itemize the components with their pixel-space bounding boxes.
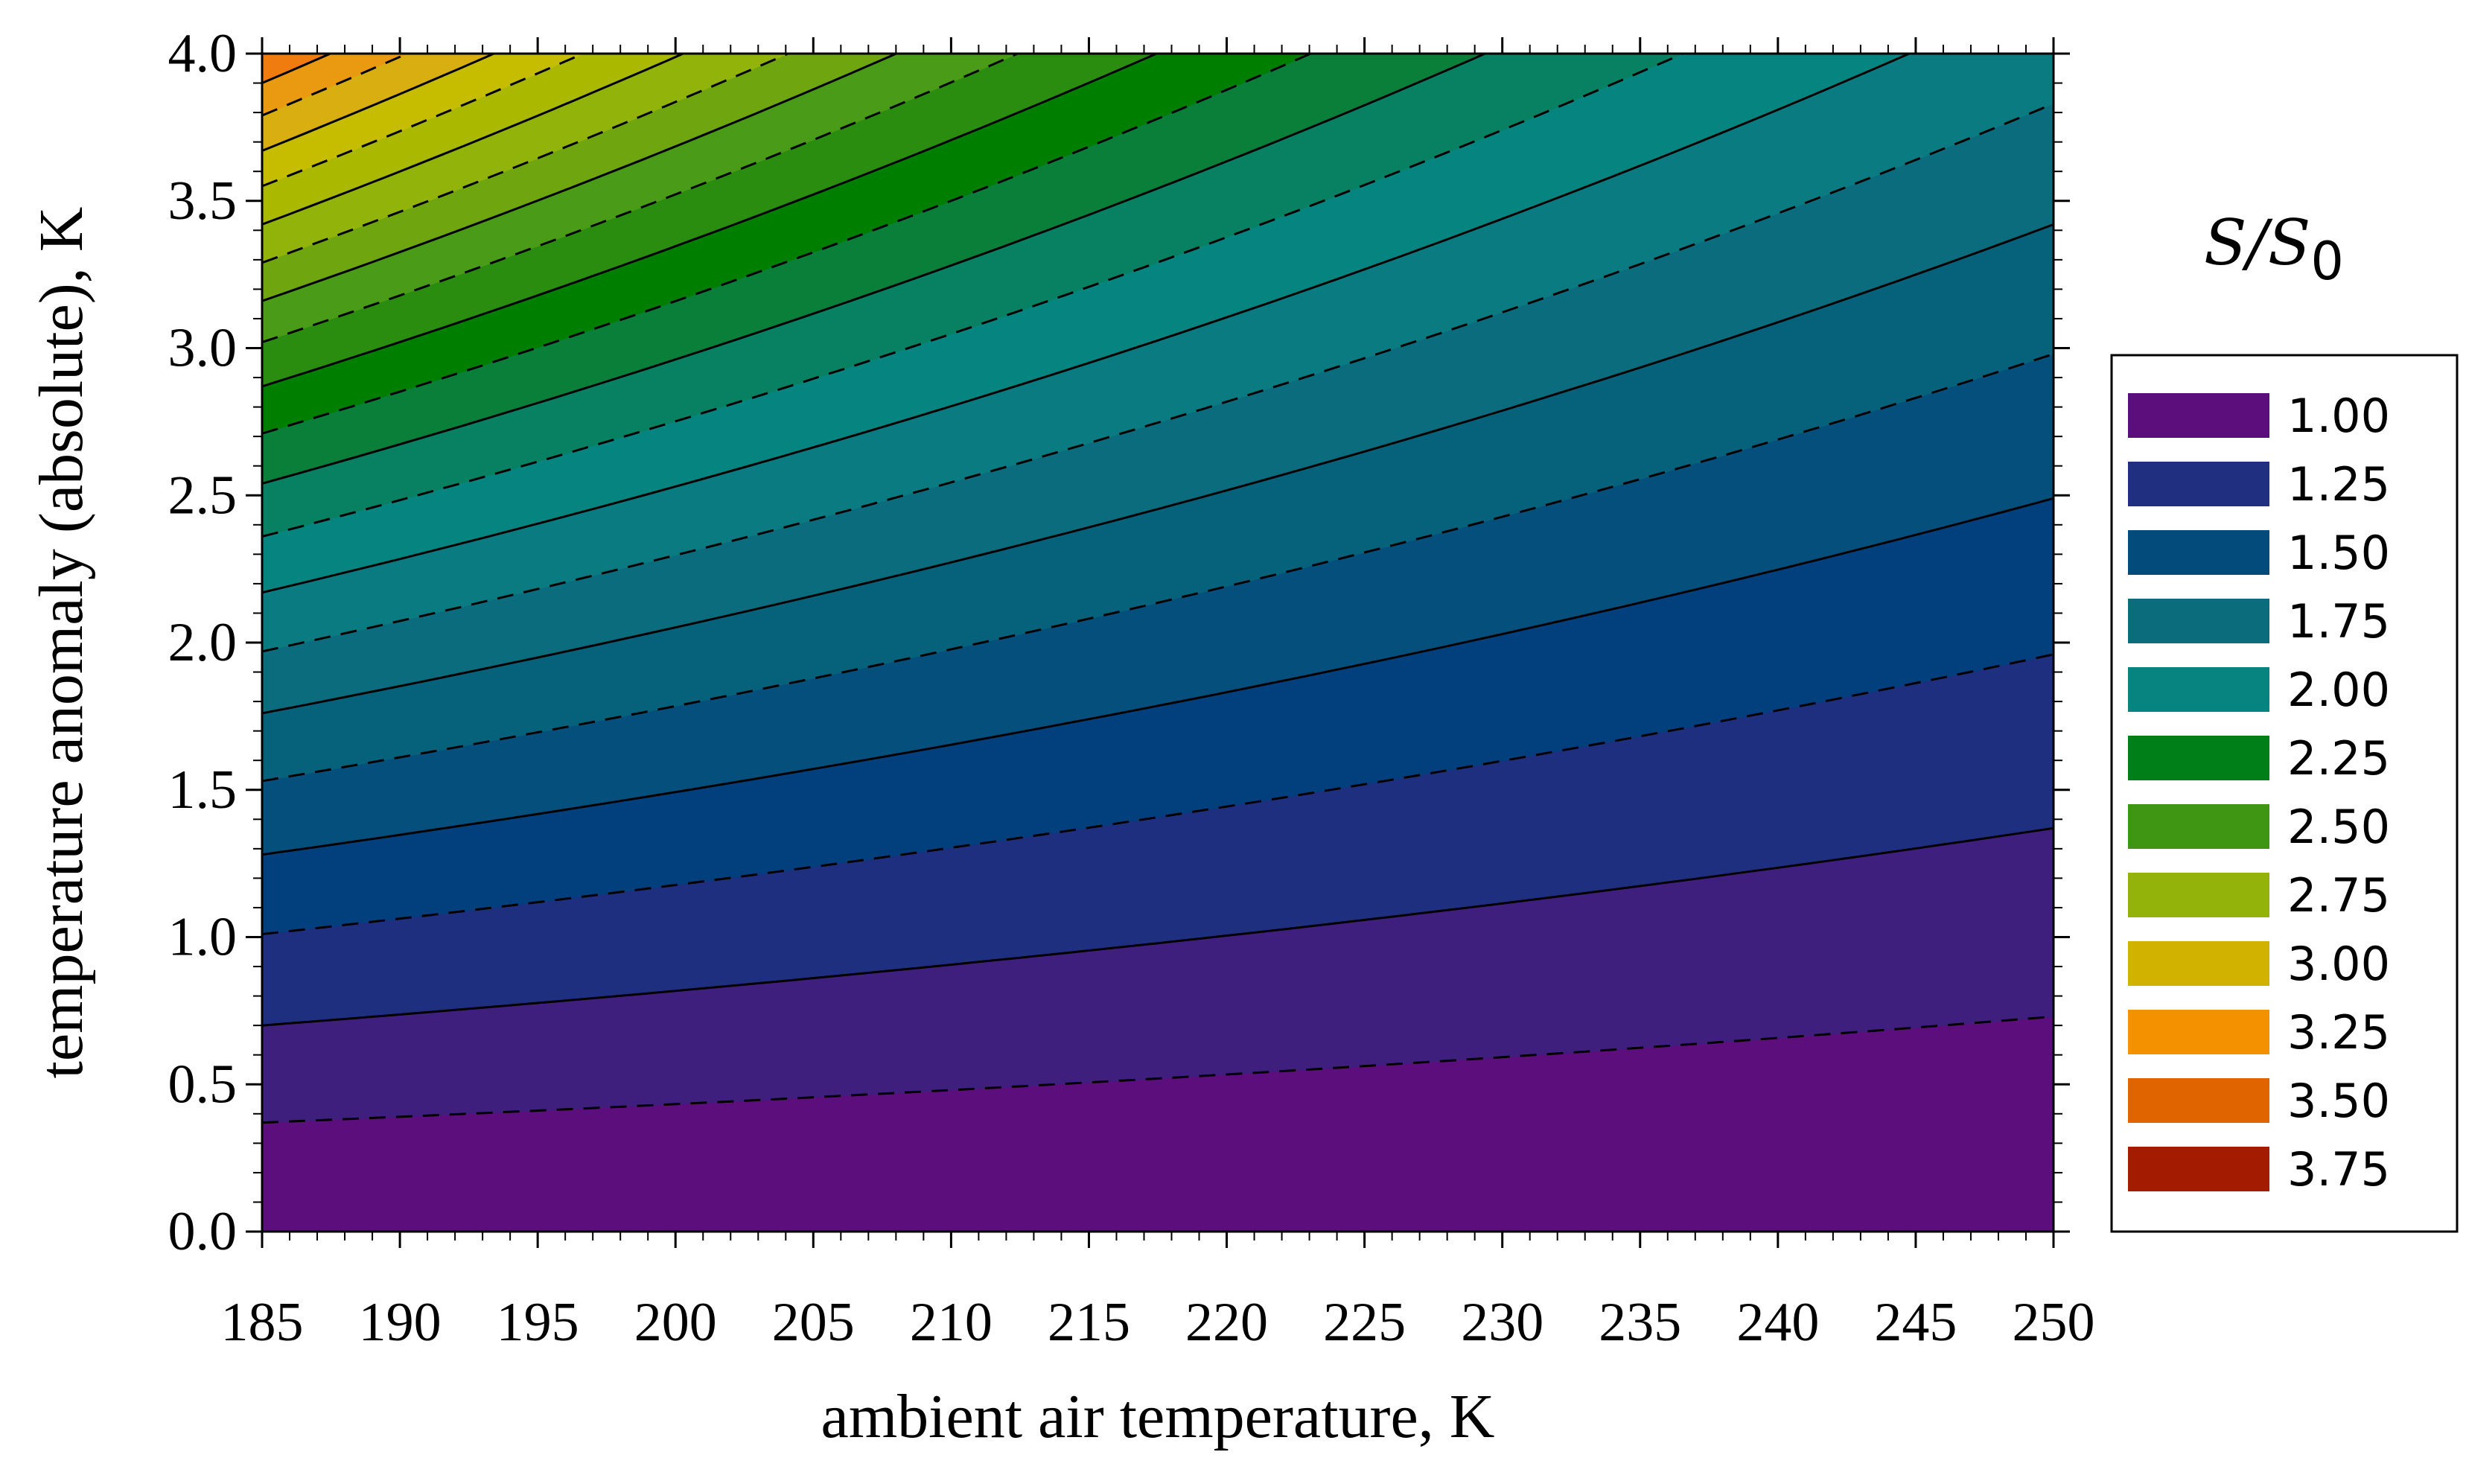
legend-label: 3.25 — [2287, 1005, 2390, 1060]
legend-label: 2.25 — [2287, 731, 2390, 786]
legend-swatch — [2128, 804, 2269, 849]
contour-line — [262, 54, 686, 226]
legend-label: 2.50 — [2287, 800, 2390, 854]
contour-line — [262, 54, 1913, 594]
y-tick-label: 3.0 — [168, 318, 238, 379]
legend-swatch — [2128, 599, 2269, 643]
contour-band — [262, 54, 684, 225]
x-tick-label: 200 — [634, 1292, 717, 1353]
x-tick-label: 230 — [1461, 1292, 1543, 1353]
legend-swatch — [2128, 941, 2269, 986]
y-axis-title: temperature anomaly (absolute), K — [27, 207, 96, 1079]
x-tick-label: 195 — [497, 1292, 579, 1353]
legend-label: 2.00 — [2287, 663, 2390, 717]
contour-line — [262, 653, 2054, 935]
contour-line — [262, 54, 899, 302]
y-tick-label: 0.5 — [168, 1054, 238, 1115]
contour-line — [262, 54, 1488, 485]
legend-swatch — [2128, 873, 2269, 917]
contour-line — [262, 497, 2054, 856]
y-tick-label: 2.0 — [168, 612, 238, 673]
legend-swatch — [2128, 1147, 2269, 1191]
contour-line — [262, 54, 1160, 388]
legend-items: 1.00 1.25 1.50 1.75 2.00 2.25 2.50 2.75 3.00 3.25… — [2128, 389, 2390, 1197]
y-tick-label: 4.0 — [168, 23, 238, 84]
legend-label: 3.50 — [2287, 1074, 2390, 1128]
y-tick-label: 3.5 — [168, 171, 238, 232]
legend-swatch — [2128, 1010, 2269, 1054]
contour-line — [262, 827, 2054, 1027]
x-tick-label: 210 — [910, 1292, 993, 1353]
x-axis-title: ambient air temperature, K — [821, 1382, 1495, 1451]
x-tick-label: 225 — [1323, 1292, 1406, 1353]
legend-swatch — [2128, 530, 2269, 575]
legend-title-main: S/S — [2204, 206, 2310, 279]
contour-bands — [262, 54, 2054, 1232]
contour-line — [262, 54, 1314, 435]
legend-title-sub: 0 — [2310, 231, 2344, 292]
x-tick-label: 215 — [1048, 1292, 1130, 1353]
x-tick-label: 235 — [1599, 1292, 1681, 1353]
x-tick-label: 205 — [772, 1292, 855, 1353]
contour-band — [262, 54, 789, 264]
contour-line — [262, 54, 1686, 538]
legend-label: 1.75 — [2287, 594, 2390, 649]
contour-band — [262, 54, 584, 187]
x-tick-label: 240 — [1736, 1292, 1819, 1353]
y-tick-labels: 0.0 0.5 1.0 1.5 2.0 2.5 3.0 3.5 4.0 — [168, 23, 238, 1262]
y-tick-label: 1.0 — [168, 907, 238, 968]
legend-swatch — [2128, 462, 2269, 506]
legend-swatch — [2128, 736, 2269, 780]
legend-swatch — [2128, 667, 2269, 712]
legend-label: 1.25 — [2287, 457, 2390, 512]
y-tick-label: 0.0 — [168, 1201, 238, 1262]
legend-title: S/S0 — [2204, 206, 2344, 292]
contour-lines — [262, 54, 2054, 1124]
legend-swatch — [2128, 393, 2269, 438]
y-tick-label: 2.5 — [168, 465, 238, 526]
x-tick-label: 220 — [1185, 1292, 1268, 1353]
legend-label: 3.00 — [2287, 937, 2390, 991]
contour-line — [262, 102, 2054, 653]
contour-line — [262, 223, 2054, 715]
x-tick-label: 190 — [359, 1292, 442, 1353]
y-tick-label: 1.5 — [168, 759, 238, 821]
legend-label: 2.75 — [2287, 868, 2390, 923]
legend-label: 3.75 — [2287, 1142, 2390, 1197]
x-tick-label: 185 — [221, 1292, 304, 1353]
contour-line — [262, 1015, 2054, 1124]
contour-line — [262, 352, 2054, 783]
legend-label: 1.00 — [2287, 389, 2390, 443]
x-tick-label: 250 — [2013, 1292, 2095, 1353]
x-tick-label: 245 — [1874, 1292, 1957, 1353]
contour-line — [262, 54, 586, 188]
legend-swatch — [2128, 1078, 2269, 1123]
axis-ticks — [246, 37, 2070, 1248]
legend-label: 1.50 — [2287, 526, 2390, 580]
x-tick-labels: 185 190 195 200 205 210 215 220 225 230 235 240 245 2… — [221, 1292, 2095, 1353]
